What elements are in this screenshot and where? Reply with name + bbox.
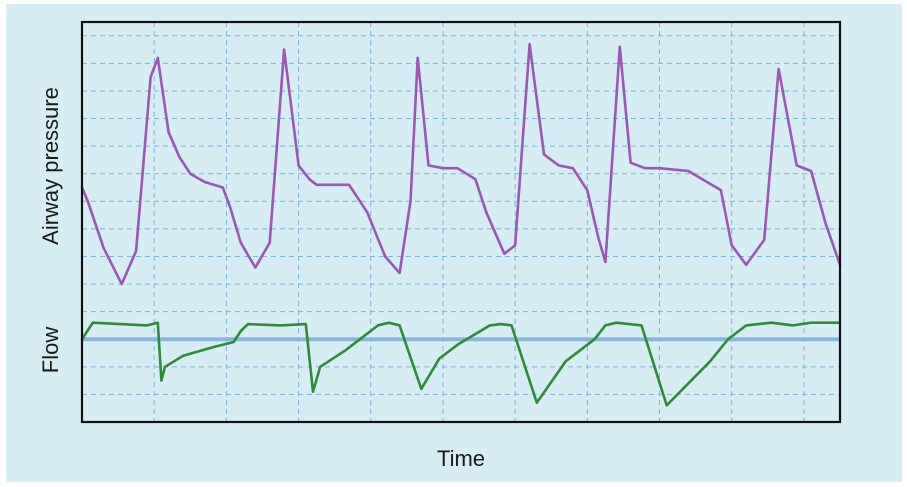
y-axis-label-airway-pressure: Airway pressure bbox=[38, 87, 63, 245]
airway-pressure-line bbox=[80, 42, 842, 286]
chart-svg bbox=[80, 20, 842, 424]
flow-line bbox=[80, 321, 842, 407]
chart-figure: Airway pressure Flow Time bbox=[6, 4, 902, 482]
grid bbox=[82, 22, 840, 422]
x-axis-label: Time bbox=[436, 446, 486, 471]
series-group bbox=[80, 42, 842, 407]
plot-frame bbox=[80, 20, 842, 424]
y-axis-label-flow: Flow bbox=[38, 326, 63, 374]
